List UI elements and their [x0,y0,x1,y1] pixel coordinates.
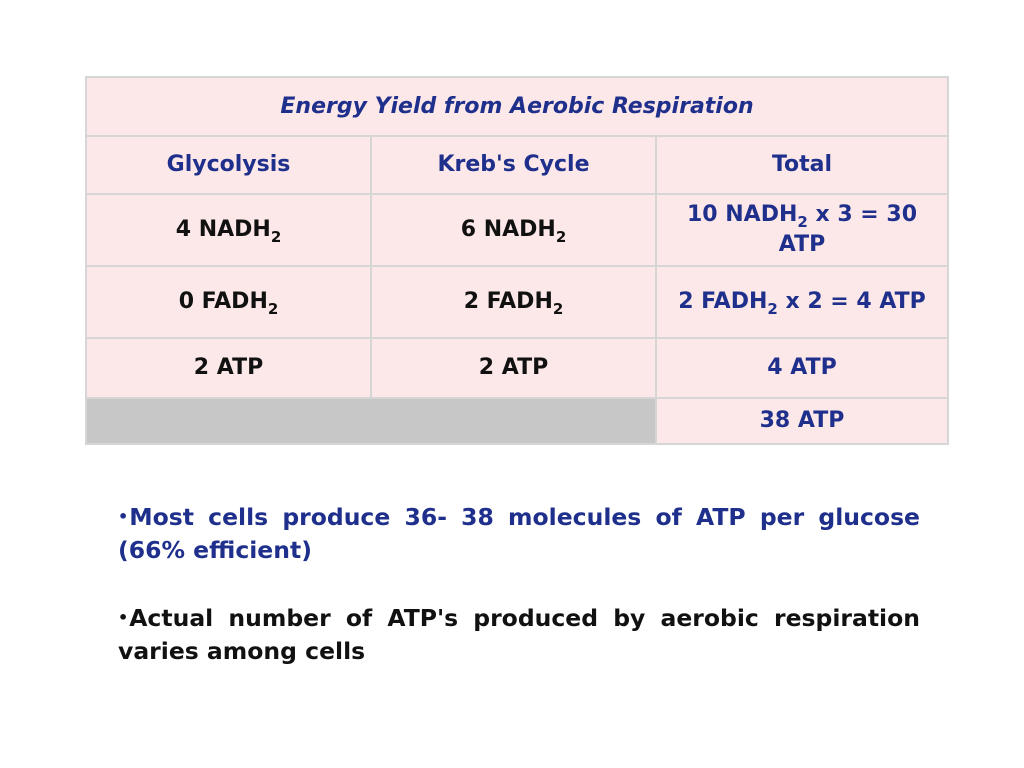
bullet-icon: • [118,507,129,526]
cell-total-atp: 4 ATP [655,337,949,399]
table-row: 4 NADH2 6 NADH2 10 NADH2 x 3 = 30 ATP [85,193,949,267]
cell-total-fadh: 2 FADH2 x 2 = 4 ATP [655,265,949,339]
gray-filler-cell [85,397,657,445]
table-row: 0 FADH2 2 FADH2 2 FADH2 x 2 = 4 ATP [85,265,949,339]
note-text: Actual number of ATP's produced by aerob… [118,604,920,665]
cell-glycolysis-nadh: 4 NADH2 [85,193,372,267]
energy-yield-table: Energy Yield from Aerobic Respiration Gl… [85,76,949,445]
header-glycolysis: Glycolysis [85,135,372,195]
table-title: Energy Yield from Aerobic Respiration [85,76,949,137]
cell-krebs-atp: 2 ATP [370,337,657,399]
cell-glycolysis-fadh: 0 FADH2 [85,265,372,339]
header-total: Total [655,135,949,195]
cell-krebs-nadh: 6 NADH2 [370,193,657,267]
note-atp-per-glucose: •Most cells produce 36- 38 molecules of … [118,500,920,567]
bullet-icon: • [118,608,129,627]
table-row: 38 ATP [85,397,949,445]
grand-total-cell: 38 ATP [655,397,949,445]
cell-total-nadh: 10 NADH2 x 3 = 30 ATP [655,193,949,267]
note-atp-varies: •Actual number of ATP's produced by aero… [118,601,920,668]
header-krebs-cycle: Kreb's Cycle [370,135,657,195]
notes-section: •Most cells produce 36- 38 molecules of … [118,500,920,668]
cell-krebs-fadh: 2 FADH2 [370,265,657,339]
note-text: Most cells produce 36- 38 molecules of A… [118,503,920,564]
cell-glycolysis-atp: 2 ATP [85,337,372,399]
table-row: 2 ATP 2 ATP 4 ATP [85,337,949,399]
